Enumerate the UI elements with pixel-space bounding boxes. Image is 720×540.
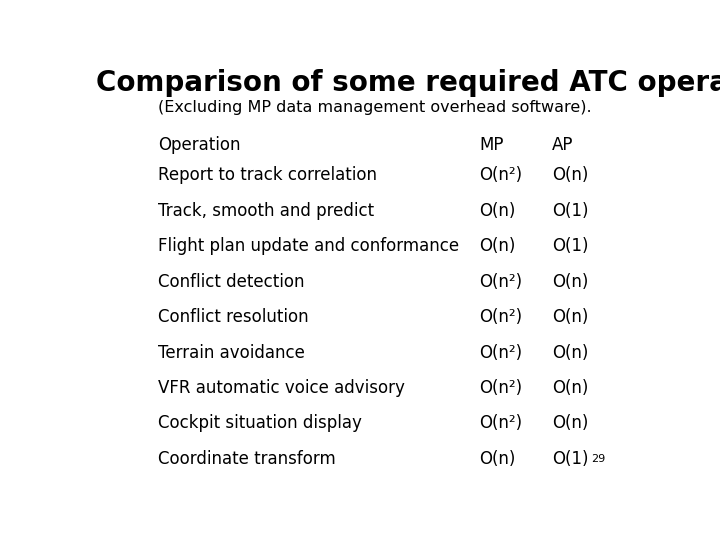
Text: O(n): O(n) <box>552 379 588 397</box>
Text: O(1): O(1) <box>552 202 588 220</box>
Text: O(n): O(n) <box>479 450 516 468</box>
Text: O(n): O(n) <box>552 166 588 185</box>
Text: Track, smooth and predict: Track, smooth and predict <box>158 202 374 220</box>
Text: Coordinate transform: Coordinate transform <box>158 450 336 468</box>
Text: Comparison of some required ATC operations: Comparison of some required ATC operatio… <box>96 70 720 97</box>
Text: O(n): O(n) <box>479 202 516 220</box>
Text: O(n²): O(n²) <box>479 166 522 185</box>
Text: VFR automatic voice advisory: VFR automatic voice advisory <box>158 379 405 397</box>
Text: Conflict detection: Conflict detection <box>158 273 305 291</box>
Text: O(n): O(n) <box>552 343 588 362</box>
Text: O(n): O(n) <box>552 414 588 433</box>
Text: AP: AP <box>552 136 573 154</box>
Text: O(1): O(1) <box>552 450 588 468</box>
Text: Conflict resolution: Conflict resolution <box>158 308 309 326</box>
Text: O(n): O(n) <box>552 273 588 291</box>
Text: O(n²): O(n²) <box>479 379 522 397</box>
Text: O(n²): O(n²) <box>479 414 522 433</box>
Text: O(n²): O(n²) <box>479 273 522 291</box>
Text: O(n²): O(n²) <box>479 308 522 326</box>
Text: O(n): O(n) <box>552 308 588 326</box>
Text: Cockpit situation display: Cockpit situation display <box>158 414 362 433</box>
Text: (Excluding MP data management overhead software).: (Excluding MP data management overhead s… <box>158 100 592 115</box>
Text: Flight plan update and conformance: Flight plan update and conformance <box>158 237 459 255</box>
Text: O(n): O(n) <box>479 237 516 255</box>
Text: Operation: Operation <box>158 136 240 154</box>
Text: Terrain avoidance: Terrain avoidance <box>158 343 305 362</box>
Text: 29: 29 <box>590 455 605 464</box>
Text: Report to track correlation: Report to track correlation <box>158 166 377 185</box>
Text: O(n²): O(n²) <box>479 343 522 362</box>
Text: O(1): O(1) <box>552 237 588 255</box>
Text: MP: MP <box>479 136 503 154</box>
